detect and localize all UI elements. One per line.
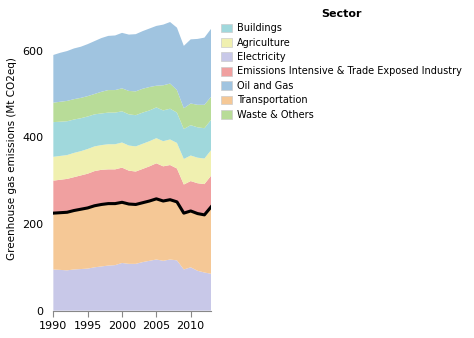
Legend: Buildings, Agriculture, Electricity, Emissions Intensive & Trade Exposed Industr: Buildings, Agriculture, Electricity, Emi… [218, 6, 465, 123]
Y-axis label: Greenhouse gas emissions (Mt CO2eq): Greenhouse gas emissions (Mt CO2eq) [7, 57, 17, 260]
